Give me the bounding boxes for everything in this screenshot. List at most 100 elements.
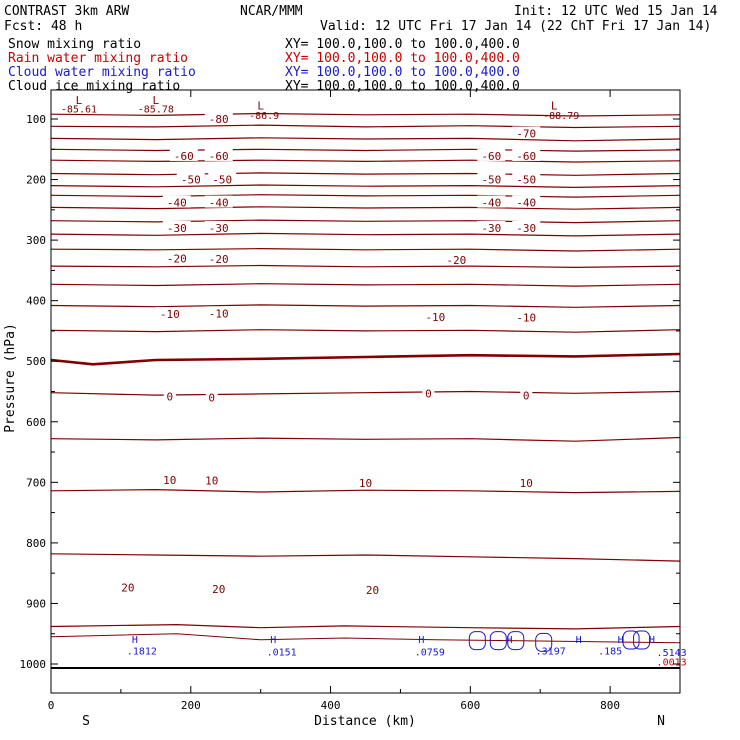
contour-label-bg xyxy=(176,172,205,185)
contour-label-bg xyxy=(512,126,541,139)
isotherm-line xyxy=(50,159,681,163)
x-tick-label: 800 xyxy=(600,699,620,712)
isotherm-line xyxy=(50,436,681,442)
cloud-water-value: .5143 xyxy=(657,648,687,659)
y-axis-label: Pressure (hPa) xyxy=(3,323,18,433)
contour-label-group: -80 -70 -60 -60 -60 -60 -50 -50 -50 -50 -40 -40 -40 -… xyxy=(117,112,541,597)
contour-label-bg xyxy=(204,306,233,319)
contour-label-bg xyxy=(362,583,383,596)
contour-label: -40 xyxy=(516,197,536,210)
contour-label-bg xyxy=(512,195,541,208)
isotherm-line xyxy=(50,137,681,142)
isotherm-line xyxy=(50,390,681,396)
contour-label-bg xyxy=(205,390,218,403)
y-tick-label: 500 xyxy=(26,355,46,368)
contour-label-bg xyxy=(208,581,229,594)
x-axis-label: Distance (km) xyxy=(314,714,416,729)
contour-label: -20 xyxy=(167,252,187,265)
contour-label-bg xyxy=(162,251,191,264)
y-tick-label: 1000 xyxy=(20,658,47,671)
isotherm-line xyxy=(50,329,681,333)
contour-label-bg xyxy=(442,253,471,266)
contour-label-bg xyxy=(421,310,450,323)
minimum-value: -85.78 xyxy=(138,105,174,116)
contour-label: -60 xyxy=(481,150,501,163)
y-tick-label: 200 xyxy=(26,174,46,187)
contour-label-bg xyxy=(204,112,233,124)
high-marker: H xyxy=(418,635,424,646)
contour-label-bg xyxy=(163,389,176,402)
cloud-water-value: .3197 xyxy=(536,647,566,658)
cloud-water-contour xyxy=(622,630,640,650)
forecast-hour: Fcst: 48 h xyxy=(4,19,83,34)
contour-label: -50 xyxy=(212,174,232,187)
y-tick-label: 300 xyxy=(26,234,46,247)
contour-label: -30 xyxy=(209,222,229,235)
contour-label: -80 xyxy=(209,113,229,126)
contour-label-bg xyxy=(204,195,233,208)
isotherm-line xyxy=(50,488,681,494)
contour-label: -60 xyxy=(209,150,229,163)
isotherm-line xyxy=(50,148,681,152)
contour-label: -30 xyxy=(167,222,187,235)
contour-label: -50 xyxy=(516,174,536,187)
contour-label: 10 xyxy=(205,475,218,488)
legend-cloud-water-label: Cloud water mixing ratio xyxy=(8,65,196,80)
minimum-value: -85.61 xyxy=(61,105,97,116)
contour-label: -50 xyxy=(181,174,201,187)
isotherm-line xyxy=(50,304,681,308)
axes-group: 0 200 400 600 800100200300400500600700800900… xyxy=(20,90,681,712)
contour-label-bg xyxy=(512,221,541,233)
init-time: Init: 12 UTC Wed 15 Jan 14 xyxy=(514,4,718,19)
contour-label: -10 xyxy=(425,311,445,324)
y-tick-label: 900 xyxy=(26,597,46,610)
cloud-water-contour xyxy=(535,632,553,652)
contour-label: 20 xyxy=(121,582,134,595)
low-marker: L xyxy=(551,100,558,113)
legend-rain-xy: XY= 100.0,100.0 to 100.0,400.0 xyxy=(285,51,520,66)
contour-label: -10 xyxy=(516,312,536,325)
surface-boundary-line xyxy=(50,633,681,644)
contour-label: 0 xyxy=(425,387,432,400)
isotherm-line xyxy=(50,112,681,117)
minimum-value: -86.9 xyxy=(249,111,279,122)
low-marker: L xyxy=(153,94,160,107)
legend-rain-label: Rain water mixing ratio xyxy=(8,51,189,66)
contour-label-bg xyxy=(159,472,180,485)
contour-label-bg xyxy=(422,386,435,399)
cloud-water-contour xyxy=(633,630,651,650)
cloud-water-contour xyxy=(468,631,486,651)
isotherm-line xyxy=(50,352,681,366)
isotherm-line xyxy=(50,194,681,198)
cloud-water-contour xyxy=(507,631,525,651)
contour-label-bg xyxy=(520,388,533,401)
contour-label-bg xyxy=(516,475,537,488)
isotherm-line xyxy=(50,247,681,252)
contour-label-bg xyxy=(204,148,233,161)
isotherm-line xyxy=(50,124,681,129)
contour-label: 10 xyxy=(359,477,372,490)
y-tick-label: 400 xyxy=(26,295,46,308)
contour-label-bg xyxy=(162,195,191,208)
contour-label-bg xyxy=(169,148,198,161)
contour-label-bg xyxy=(477,172,506,185)
valid-time: Valid: 12 UTC Fri 17 Jan 14 (22 ChT Fri … xyxy=(320,19,712,34)
plot-frame xyxy=(50,89,681,694)
contour-label: 0 xyxy=(208,392,215,405)
high-marker: H xyxy=(506,635,512,646)
contour-label-bg xyxy=(208,172,237,185)
contour-label-bg xyxy=(512,310,541,323)
legend-cloud-water-xy: XY= 100.0,100.0 to 100.0,400.0 xyxy=(285,65,520,80)
isotherm-group xyxy=(50,112,681,644)
contour-label: 0 xyxy=(523,390,530,403)
contour-label-bg xyxy=(162,221,191,233)
model-title: CONTRAST 3km ARW xyxy=(4,4,130,19)
isotherm-line xyxy=(50,232,681,237)
contour-label-bg xyxy=(355,475,376,488)
cloud-water-value: .0759 xyxy=(415,647,445,658)
y-tick-label: 800 xyxy=(26,537,46,550)
y-tick-label: 600 xyxy=(26,416,46,429)
contour-label: 10 xyxy=(520,477,533,490)
south-endpoint-label: S xyxy=(82,714,90,729)
high-marker: H xyxy=(618,635,624,646)
